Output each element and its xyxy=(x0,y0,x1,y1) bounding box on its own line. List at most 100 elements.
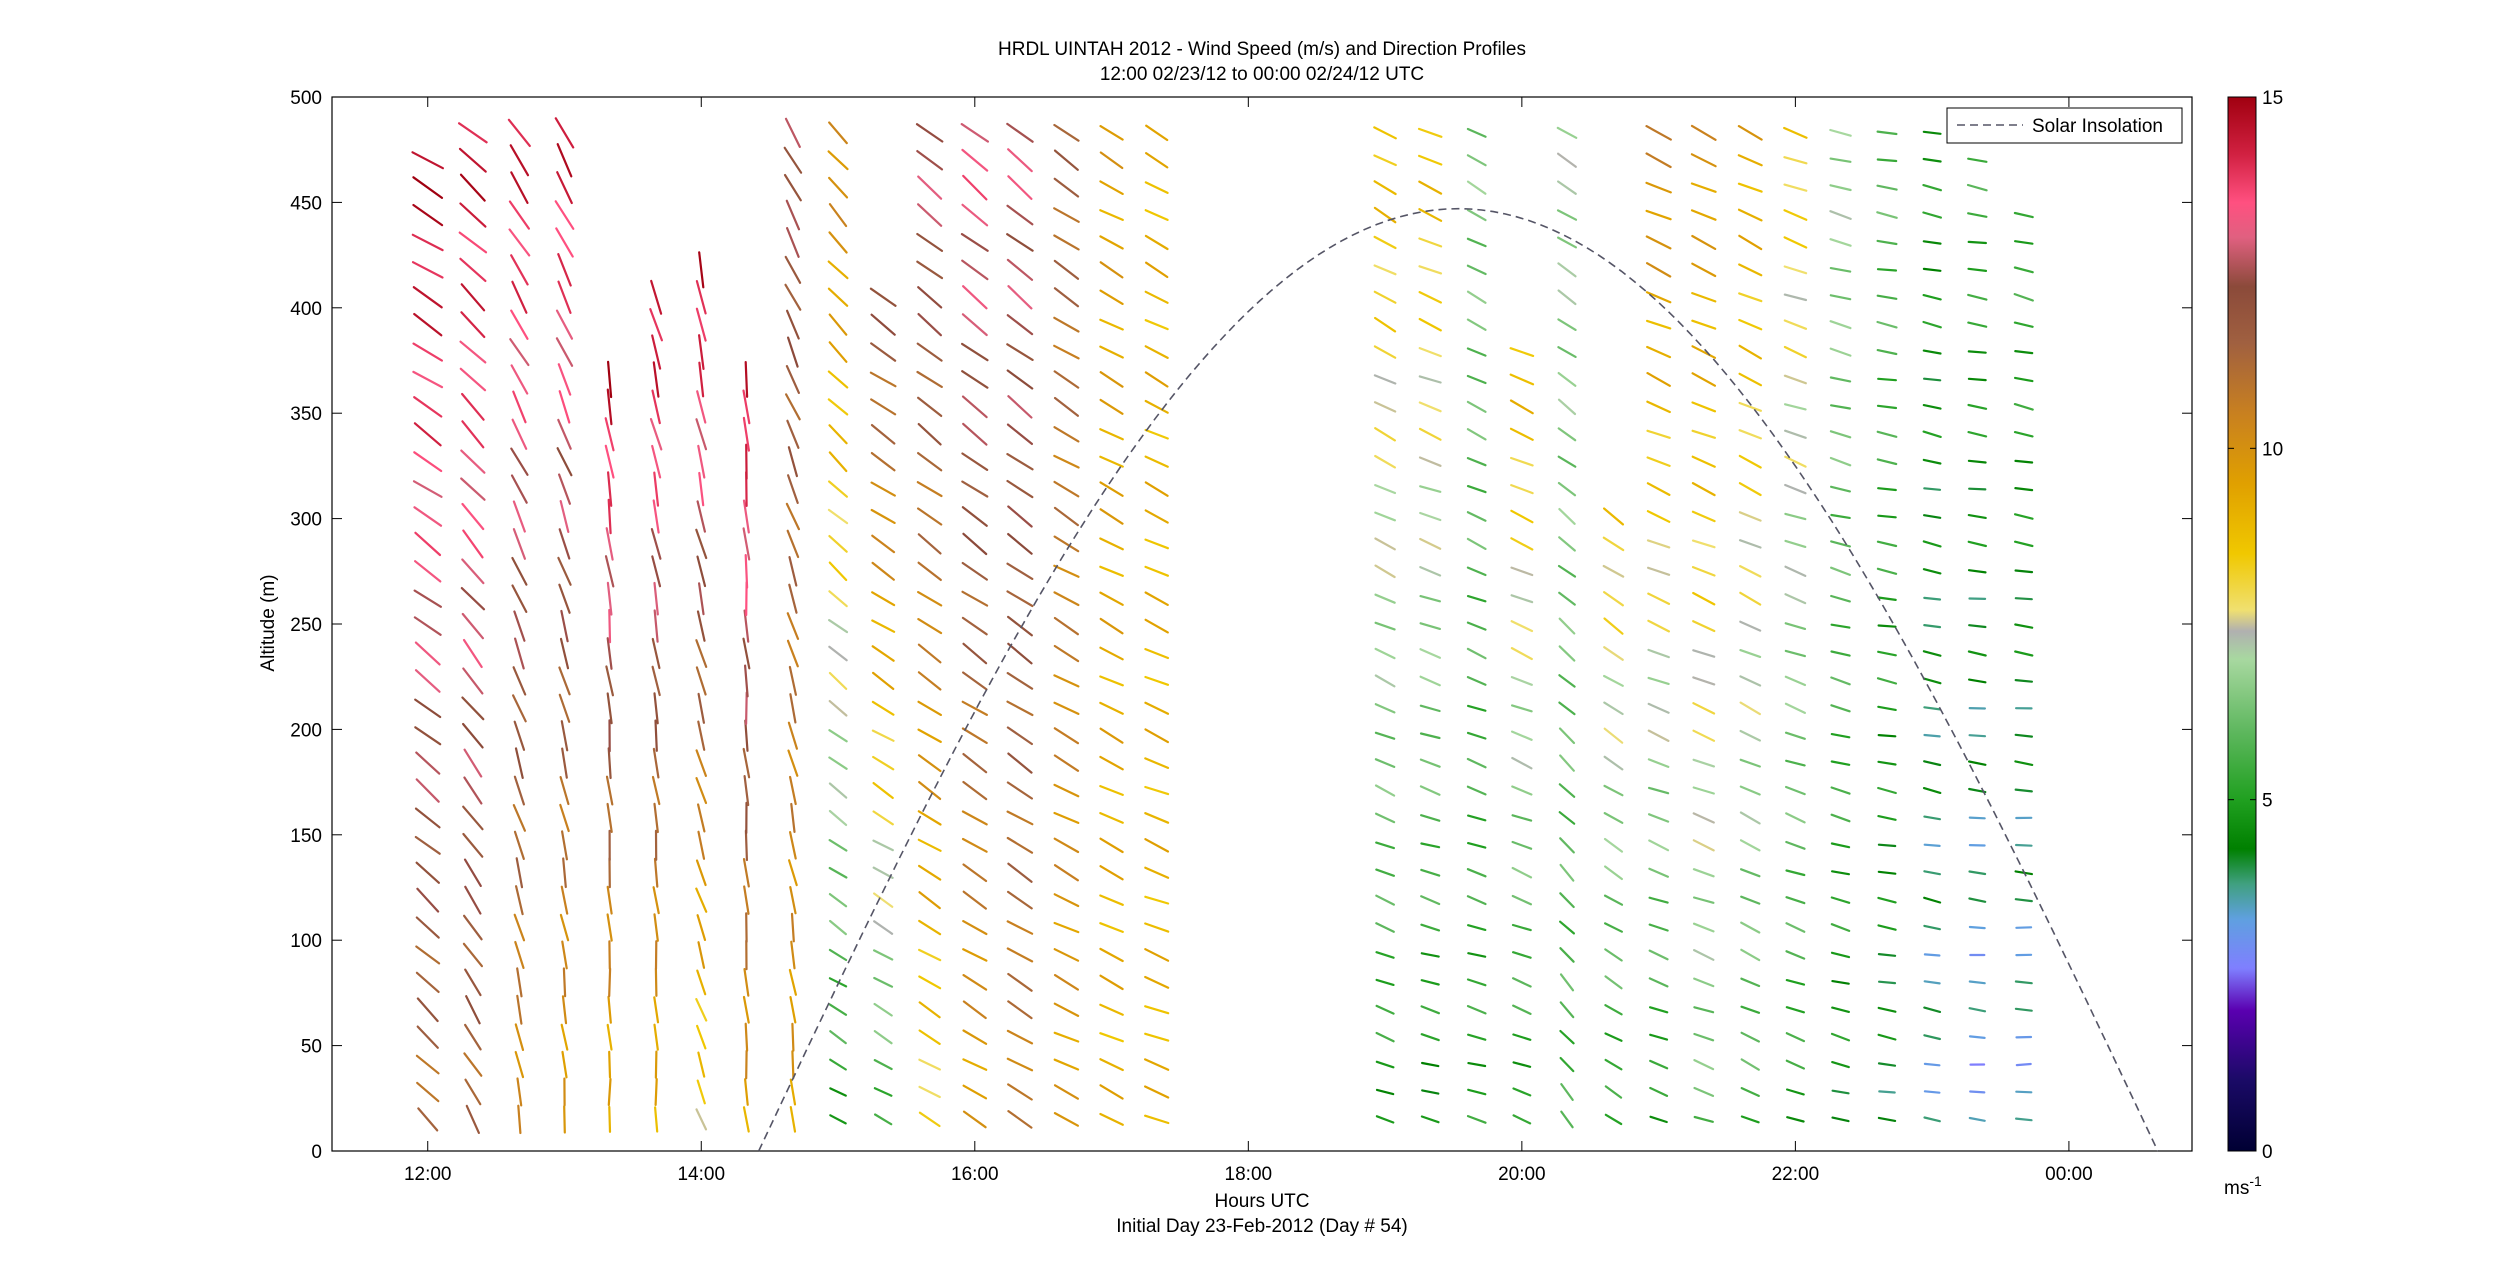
wind-vector xyxy=(1466,485,1487,494)
wind-vector xyxy=(1877,377,1898,382)
wind-vector xyxy=(1967,377,1987,382)
wind-vector xyxy=(916,452,943,472)
wind-vector xyxy=(872,892,894,908)
wind-vector xyxy=(556,143,573,178)
wind-vector xyxy=(1876,158,1898,163)
wind-vector xyxy=(1420,1061,1440,1068)
wind-vector xyxy=(1557,481,1577,497)
wind-vector xyxy=(917,728,942,744)
wind-vector xyxy=(1603,894,1624,906)
wind-vector xyxy=(873,1029,893,1045)
wind-vector xyxy=(1420,923,1441,932)
wind-vector xyxy=(1375,841,1396,850)
wind-vector xyxy=(869,371,897,388)
wind-vector xyxy=(1558,727,1576,745)
wind-vector xyxy=(558,528,571,560)
wind-vector xyxy=(1923,924,1942,931)
wind-vector xyxy=(1006,314,1034,336)
wind-vector xyxy=(460,449,486,474)
wind-vector xyxy=(962,532,988,556)
wind-vector xyxy=(1512,1061,1532,1068)
wind-vector xyxy=(416,1081,440,1103)
wind-vector xyxy=(1421,1089,1440,1095)
wind-vector xyxy=(653,913,659,942)
wind-vector xyxy=(1922,404,1942,410)
wind-vector xyxy=(1144,399,1169,414)
wind-vector xyxy=(653,1023,659,1051)
wind-vector xyxy=(961,616,988,636)
wind-vector xyxy=(1739,675,1762,687)
wind-vector xyxy=(514,1023,525,1052)
wind-vector xyxy=(1099,727,1124,744)
wind-vector xyxy=(1740,948,1761,962)
wind-vector xyxy=(1373,316,1397,333)
wind-vector xyxy=(1053,921,1080,934)
wind-vector xyxy=(1374,484,1397,495)
wind-vector xyxy=(608,608,612,644)
wind-vector xyxy=(1511,866,1533,879)
wind-vector xyxy=(695,639,708,669)
wind-vector xyxy=(788,583,798,614)
wind-vector xyxy=(1967,540,1988,548)
wind-vector xyxy=(1007,505,1033,528)
wind-vector xyxy=(516,994,523,1025)
wind-vector xyxy=(415,1054,440,1075)
wind-vector xyxy=(1739,648,1762,659)
wind-vector xyxy=(1144,922,1170,933)
wind-vector xyxy=(514,747,524,780)
wind-vector xyxy=(1738,234,1763,251)
wind-vector xyxy=(1740,921,1761,934)
wind-vector xyxy=(559,500,570,534)
wind-vector xyxy=(2013,403,2034,411)
wind-vector xyxy=(695,528,708,560)
wind-vector xyxy=(1418,427,1442,441)
wind-vector xyxy=(828,590,848,608)
wind-vector xyxy=(1466,1114,1487,1124)
wind-vector xyxy=(1691,510,1716,523)
wind-vector xyxy=(1968,980,1986,985)
wind-vector xyxy=(1923,733,1941,738)
wind-vector xyxy=(1646,429,1671,439)
wind-vector xyxy=(608,1050,612,1079)
wind-vector xyxy=(1557,427,1577,442)
wind-vector xyxy=(960,342,989,362)
wind-vector xyxy=(784,117,801,148)
wind-vector xyxy=(1784,649,1807,658)
wind-vector xyxy=(1645,262,1672,278)
wind-vector xyxy=(554,200,575,230)
wind-vector xyxy=(1784,455,1807,468)
wind-vector xyxy=(1099,675,1124,687)
wind-vector xyxy=(458,231,488,254)
wind-vector xyxy=(1099,289,1124,305)
wind-vector xyxy=(1830,540,1852,548)
wind-vector xyxy=(651,775,661,806)
wind-vector xyxy=(1143,1058,1170,1071)
wind-vector xyxy=(1556,209,1578,221)
wind-vector xyxy=(1557,564,1577,578)
wind-vector xyxy=(1053,344,1080,360)
x-tick-label: 14:00 xyxy=(677,1164,725,1185)
colorbar-unit: ms-1 xyxy=(2224,1173,2262,1199)
wind-vector xyxy=(697,692,706,724)
wind-vector xyxy=(828,838,848,852)
wind-vector xyxy=(462,529,484,559)
wind-vector xyxy=(1466,127,1487,138)
wind-vector xyxy=(961,148,989,172)
wind-vector xyxy=(697,334,705,370)
wind-vector xyxy=(1374,621,1396,631)
wind-vector xyxy=(413,422,442,447)
wind-vector xyxy=(918,1111,941,1128)
wind-vector xyxy=(1969,1090,1986,1094)
wind-vector xyxy=(961,370,989,389)
wind-vector xyxy=(1603,701,1624,716)
wind-vector xyxy=(605,665,615,697)
wind-vector xyxy=(870,398,897,416)
wind-vector xyxy=(1099,837,1124,854)
wind-vector xyxy=(1784,565,1807,578)
wind-vector xyxy=(1419,675,1441,687)
wind-vector xyxy=(1692,896,1715,904)
wind-vector xyxy=(412,286,443,309)
wind-vector xyxy=(1829,267,1852,273)
wind-vector xyxy=(1144,701,1170,715)
wind-vector xyxy=(1603,837,1624,853)
